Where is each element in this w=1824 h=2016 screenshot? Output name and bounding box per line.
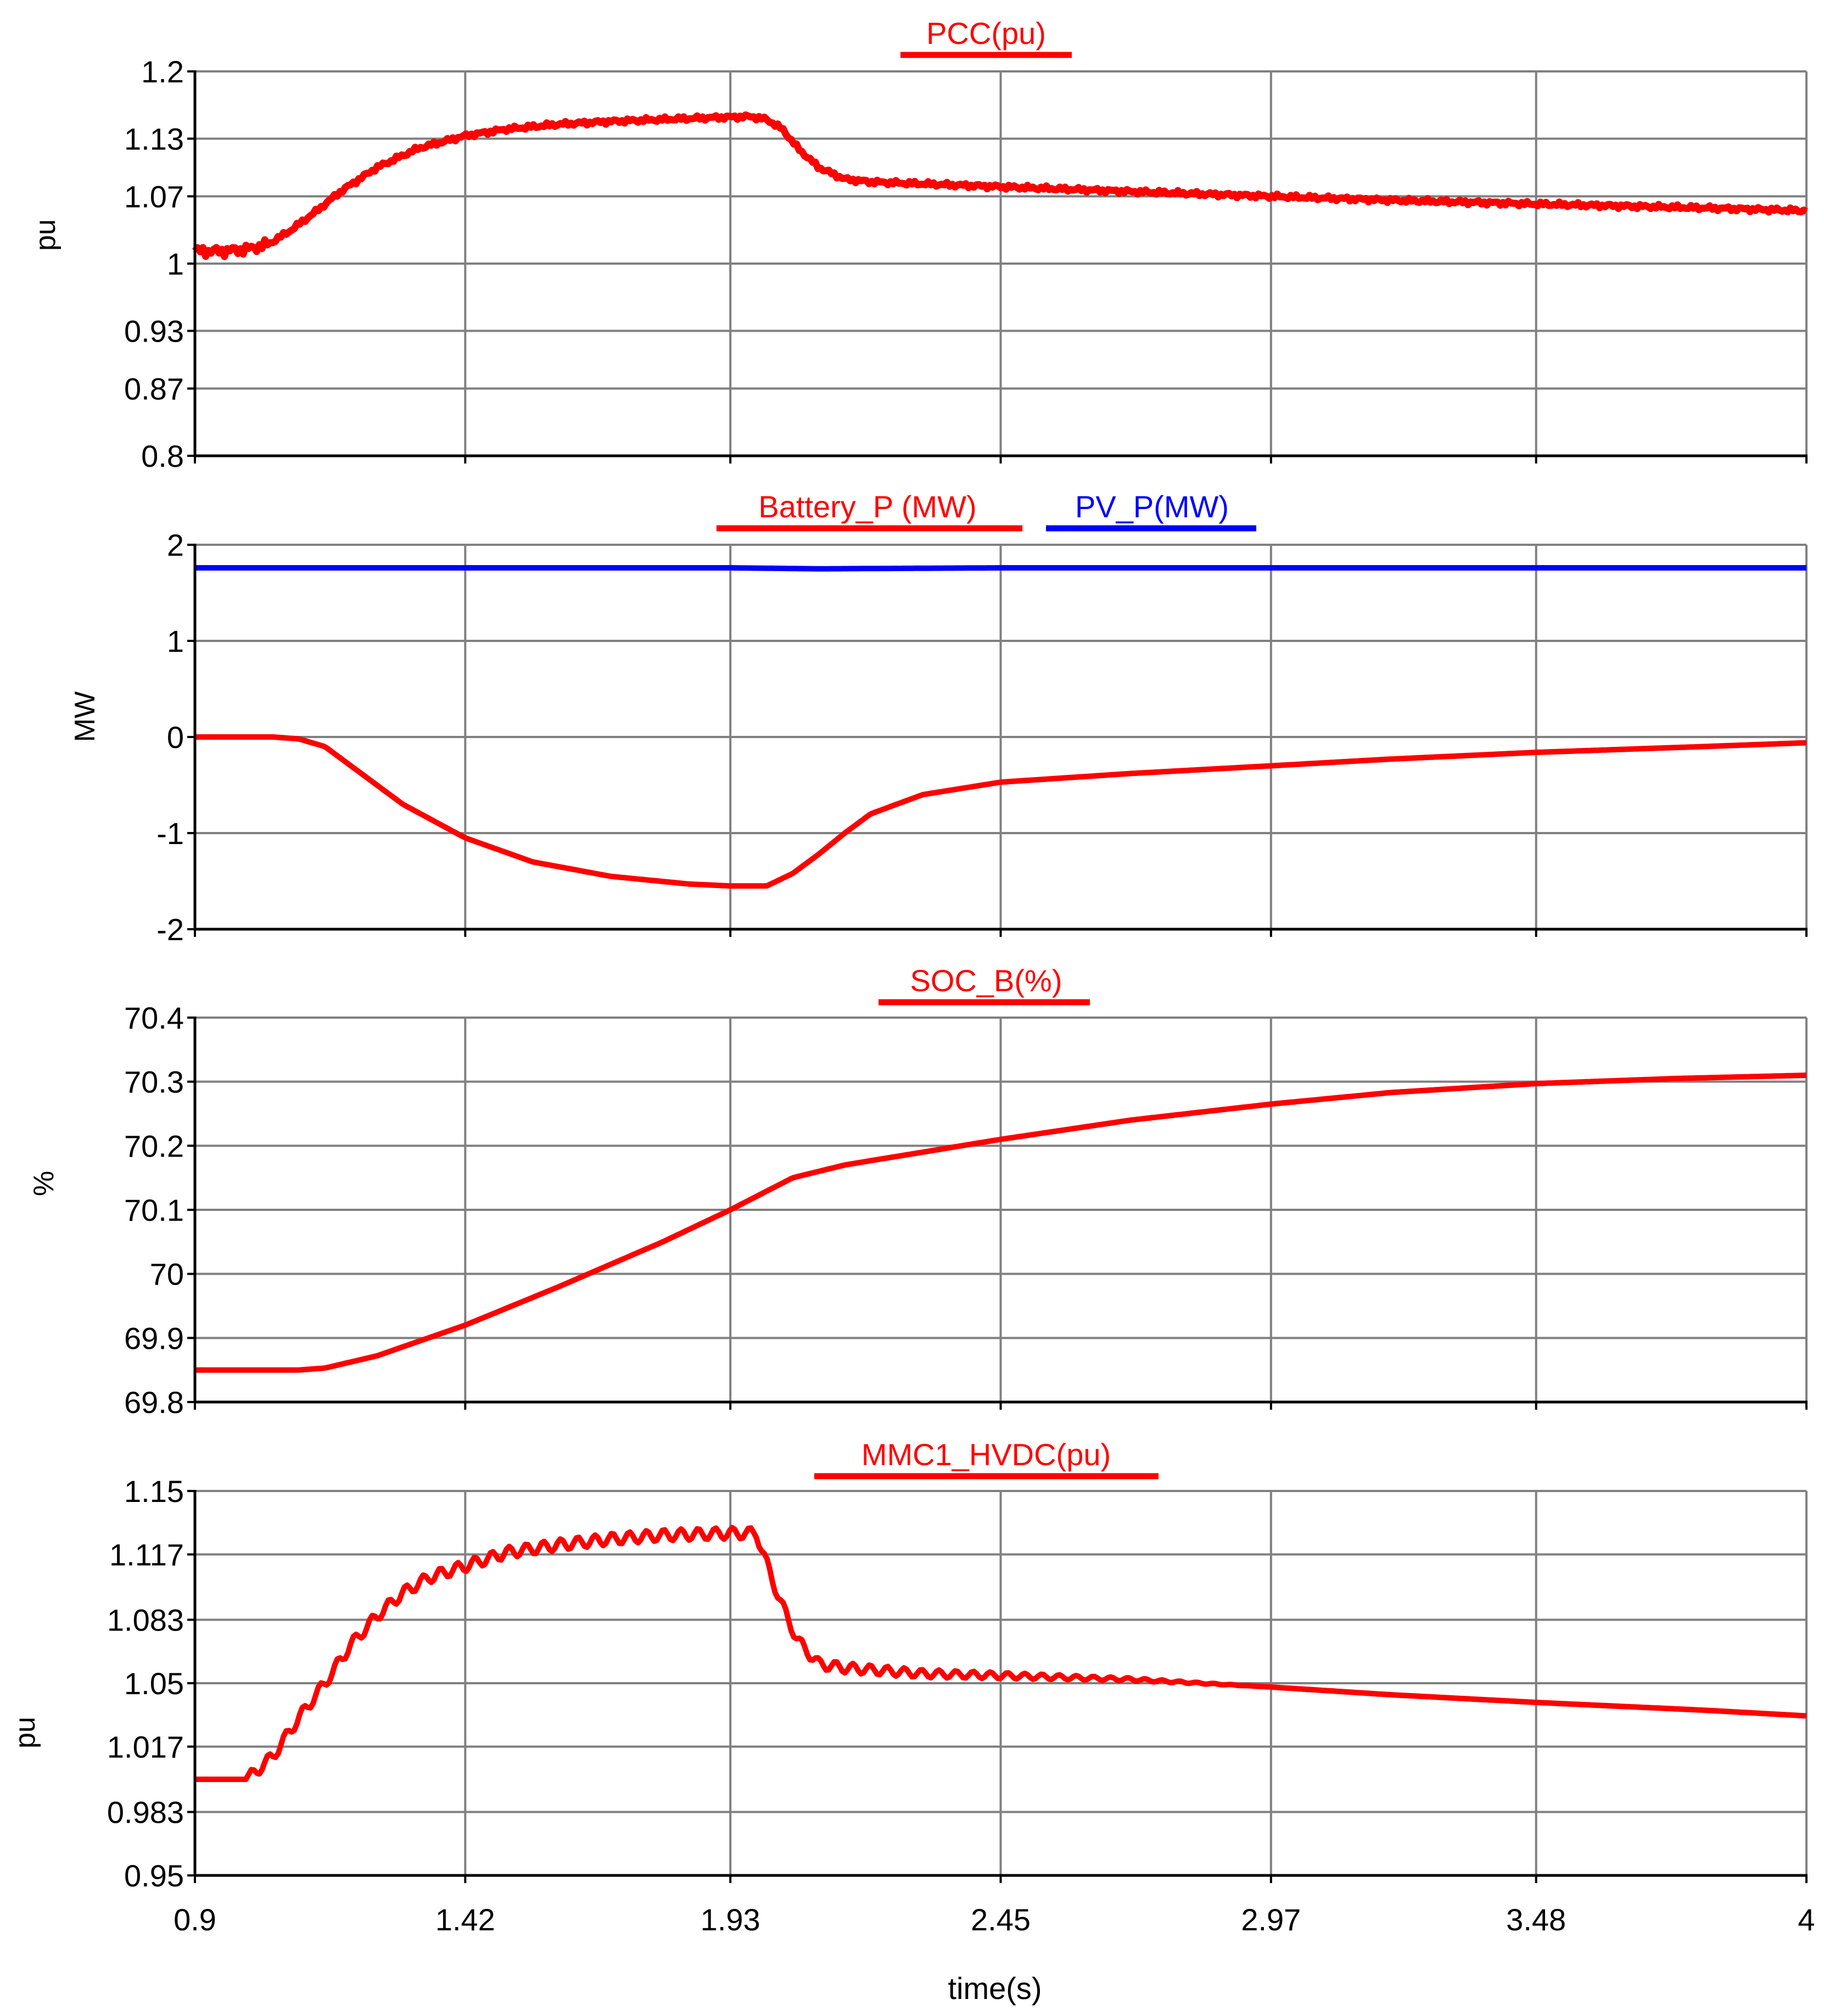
x-tick-label: 1.93 (701, 1902, 760, 1937)
mmc1-hvdc-pu-series-line (194, 1524, 1807, 1782)
soc-y-tick-label: 70.4 (124, 1001, 184, 1035)
pcc-y-tick-label: 1.2 (141, 54, 184, 89)
power-y-axis-label: MW (69, 691, 101, 742)
x-tick-label: 0.9 (174, 1902, 216, 1937)
x-axis-label: time(s) (948, 1971, 1042, 2006)
pcc-y-tick-label: 1.07 (124, 180, 184, 214)
pcc-pu-series-line (192, 111, 1808, 260)
hvdc-y-tick-label: 0.983 (107, 1795, 184, 1830)
hvdc-y-tick-label: 1.15 (124, 1474, 184, 1509)
pcc-y-axis-label: pu (30, 219, 61, 251)
battery-p-mw-series-line (194, 734, 1807, 889)
hvdc-y-axis-label: pu (9, 1717, 41, 1749)
x-tick-label: 4 (1798, 1902, 1815, 1937)
hvdc-y-tick-label: 1.083 (107, 1603, 184, 1638)
x-tick-label: 3.48 (1506, 1902, 1566, 1937)
power-panel: Battery_P (MW) PV_P(MW) MW 2 1 0 -1 -2 (69, 489, 1808, 947)
pcc-title: PCC(pu) (926, 16, 1046, 51)
pcc-x-ticks (194, 454, 1808, 463)
soc-plot-area (194, 1073, 1807, 1373)
pcc-plot-area (192, 111, 1808, 260)
power-y-tick-label: 0 (167, 720, 184, 755)
hvdc-y-tick-label: 0.95 (124, 1858, 184, 1893)
pcc-y-tick-label: 0.87 (124, 372, 184, 406)
power-plot-area (194, 565, 1807, 889)
pcc-panel: PCC(pu) pu 1.2 1.13 1.07 1 0.93 0.87 0.8 (30, 16, 1808, 473)
x-tick-label: 2.45 (971, 1902, 1031, 1937)
power-y-tick-label: 1 (167, 624, 184, 658)
soc-y-axis-label: % (28, 1171, 60, 1196)
pcc-y-tick-label: 1.13 (124, 122, 184, 157)
hvdc-y-tick-label: 1.05 (124, 1666, 184, 1701)
power-y-tick-label: -2 (156, 912, 184, 947)
hvdc-title: MMC1_HVDC(pu) (861, 1437, 1111, 1472)
legend-battery-label[interactable]: Battery_P (MW) (758, 489, 976, 524)
soc-panel: SOC_B(%) % 70.4 70.3 70.2 70.1 70 69.9 69.8 (28, 963, 1808, 1420)
soc-b-series-line (194, 1073, 1807, 1373)
soc-y-tick-label: 70 (150, 1257, 184, 1292)
power-x-ticks (194, 928, 1808, 937)
power-y-ticks: 2 1 0 -1 -2 (156, 528, 197, 947)
soc-y-tick-label: 70.1 (124, 1193, 184, 1227)
pcc-y-tick-label: 0.8 (141, 439, 184, 473)
soc-y-tick-label: 70.3 (124, 1065, 184, 1099)
pcc-y-tick-label: 0.93 (124, 314, 184, 349)
hvdc-panel: MMC1_HVDC(pu) pu 1.15 1.117 1.083 1.05 1.017… (9, 1437, 1815, 2006)
hvdc-grid (195, 1490, 1808, 1875)
power-y-tick-label: -1 (156, 816, 184, 851)
soc-title: SOC_B(%) (910, 963, 1062, 998)
hvdc-y-tick-label: 1.117 (109, 1538, 184, 1572)
x-tick-label: 2.97 (1241, 1902, 1301, 1937)
soc-x-ticks (194, 1400, 1808, 1410)
soc-y-tick-label: 69.8 (124, 1385, 184, 1420)
power-y-tick-label: 2 (167, 528, 184, 562)
x-tick-label: 1.42 (435, 1902, 495, 1937)
hvdc-y-tick-label: 1.017 (107, 1730, 184, 1764)
hvdc-y-ticks: 1.15 1.117 1.083 1.05 1.017 0.983 0.95 (107, 1474, 197, 1893)
soc-y-tick-label: 69.9 (124, 1321, 184, 1355)
legend-pv-label[interactable]: PV_P(MW) (1075, 489, 1229, 524)
hvdc-x-ticks: 0.9 1.42 1.93 2.45 2.97 3.48 4 (174, 1874, 1815, 1937)
soc-y-ticks: 70.4 70.3 70.2 70.1 70 69.9 69.8 (124, 1001, 197, 1420)
pcc-y-ticks: 1.2 1.13 1.07 1 0.93 0.87 0.8 (124, 54, 197, 473)
hvdc-plot-area (194, 1524, 1807, 1782)
soc-y-tick-label: 70.2 (124, 1129, 184, 1163)
pv-p-mw-series-line (194, 565, 1807, 572)
pcc-y-tick-label: 1 (167, 247, 184, 281)
power-grid (195, 544, 1808, 929)
